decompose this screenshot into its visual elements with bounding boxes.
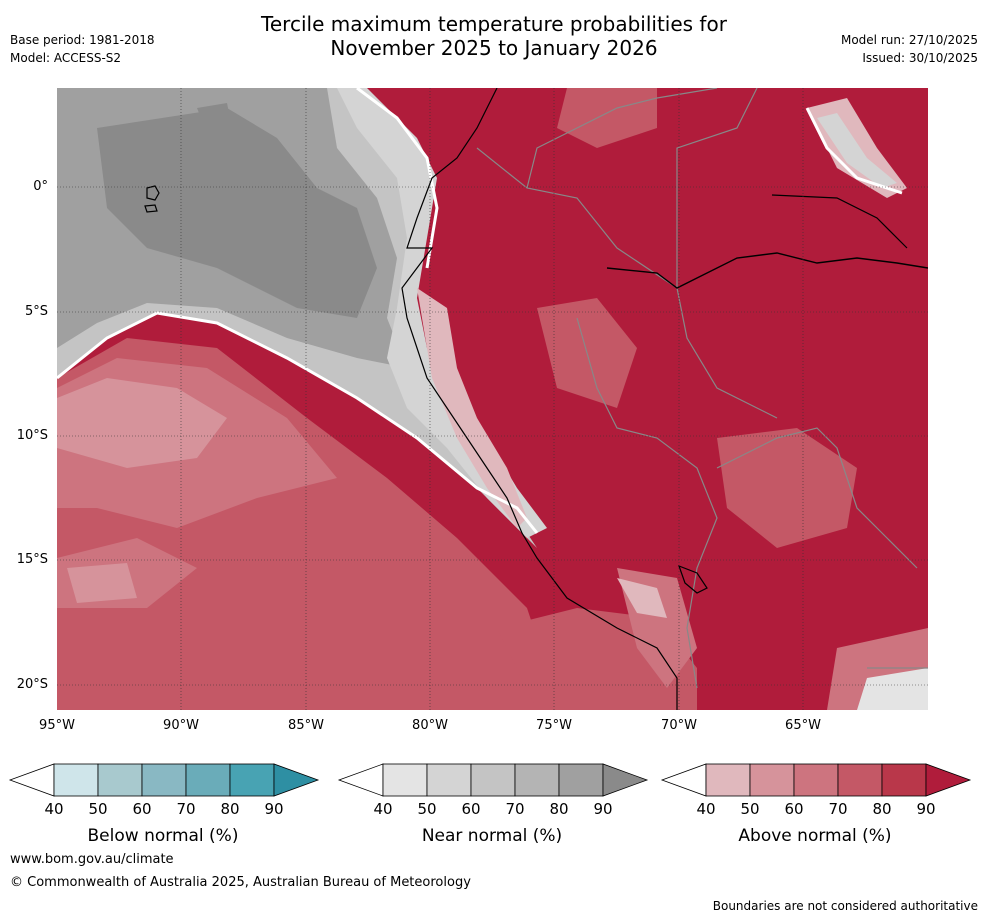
near-normal-90 [97, 108, 377, 318]
colorbar-above-tick-70: 70 [828, 800, 848, 818]
lon-label-95w: 95°W [39, 718, 75, 733]
copyright-text: © Commonwealth of Australia 2025, Austra… [10, 875, 471, 890]
colorbar-label-above: Above normal (%) [738, 826, 892, 846]
colorbar-above-tick-60: 60 [784, 800, 804, 818]
colorbar-above-tick-90: 90 [916, 800, 936, 818]
boundary-line-ne [805, 107, 903, 195]
border-line-5 [716, 427, 918, 569]
issued-date: Issued: 30/10/2025 [862, 51, 978, 65]
colorbar-below-tick-40: 40 [44, 800, 64, 818]
above-40-south [617, 578, 667, 618]
colorbar-below-cell-2 [141, 763, 187, 797]
boundary-line-ocean [57, 311, 539, 534]
colorbar-above-low-arrow [660, 763, 707, 797]
lat-label-0: 0° [33, 179, 48, 194]
border-line-4 [576, 317, 718, 689]
colorbar-near-tick-50: 50 [417, 800, 437, 818]
colorbar-below-cell-4 [229, 763, 275, 797]
lat-label-10s: 10°S [16, 428, 48, 443]
above-40-coast [417, 288, 527, 528]
lon-label-90w: 90°W [163, 718, 199, 733]
meta-left: Base period: 1981-2018 Model: ACCESS-S2 [10, 31, 155, 67]
amazon-river [606, 252, 928, 289]
lake-titicaca [677, 564, 708, 594]
colorbar-below-cell-3 [185, 763, 231, 797]
colorbar-above-tick-80: 80 [872, 800, 892, 818]
gridlines [57, 88, 928, 710]
colorbar-above-high-arrow [925, 763, 972, 797]
coastline [401, 88, 678, 710]
colorbar-below-tick-80: 80 [220, 800, 240, 818]
lat-label-5s: 5°S [24, 304, 48, 319]
galapagos-island-2 [144, 204, 158, 213]
border-line-1 [476, 147, 778, 419]
colorbar-below-cell-0 [53, 763, 99, 797]
colorbar-above [660, 763, 972, 797]
border-line-3 [676, 88, 758, 288]
ocean-above-50-b [67, 563, 137, 603]
boundary-note: Boundaries are not considered authoritat… [712, 899, 978, 913]
near-normal-90-b [197, 103, 232, 133]
colorbar-near-high-arrow [602, 763, 649, 797]
colorbar-label-near: Near normal (%) [421, 826, 563, 846]
colorbar-above-cell-4 [881, 763, 927, 797]
colorbar-near-cell-0 [382, 763, 428, 797]
colorbar-near-low-arrow [337, 763, 384, 797]
colorbar-near [337, 763, 649, 797]
near-normal-ne [817, 113, 897, 188]
lon-label-75w: 75°W [536, 718, 572, 733]
colorbar-above-tick-50: 50 [740, 800, 760, 818]
colorbar-above-cell-2 [793, 763, 839, 797]
colorbars [8, 763, 972, 797]
near-normal-se [857, 668, 928, 710]
title-line-1: Tercile maximum temperature probabilitie… [261, 12, 727, 36]
lon-label-80w: 80°W [412, 718, 448, 733]
colorbar-near-cell-1 [426, 763, 472, 797]
colorbar-below-tick-70: 70 [176, 800, 196, 818]
colorbar-below-high-arrow [273, 763, 320, 797]
colorbar-below-cell-1 [97, 763, 143, 797]
boundary-line-coast [356, 88, 439, 269]
model-name: Model: ACCESS-S2 [10, 51, 122, 65]
colorbar-below [8, 763, 320, 797]
colorbar-near-cell-2 [470, 763, 516, 797]
colorbar-near-tick-90: 90 [593, 800, 613, 818]
colorbar-below-low-arrow [8, 763, 55, 797]
galapagos-islands [146, 185, 160, 201]
colorbar-near-cell-3 [514, 763, 560, 797]
border-line-2 [526, 88, 718, 189]
base-period: Base period: 1981-2018 [10, 33, 155, 47]
lon-label-85w: 85°W [288, 718, 324, 733]
title-line-2: November 2025 to January 2026 [330, 36, 658, 60]
map-title: Tercile maximum temperature probabilitie… [0, 12, 988, 60]
colorbar-near-cell-4 [558, 763, 604, 797]
website-link[interactable]: www.bom.gov.au/climate [10, 852, 174, 867]
colorbar-near-tick-80: 80 [549, 800, 569, 818]
meta-right: Model run: 27/10/2025 Issued: 30/10/2025 [841, 31, 978, 67]
ocean-above-50 [57, 378, 227, 468]
land-above-70-east [717, 428, 857, 548]
probability-map [57, 88, 928, 710]
colorbar-below-tick-50: 50 [88, 800, 108, 818]
colorbar-above-cell-1 [749, 763, 795, 797]
colorbar-label-below: Below normal (%) [87, 826, 239, 846]
lat-label-15s: 15°S [16, 552, 48, 567]
lat-label-20s: 20°S [16, 677, 48, 692]
river-north [771, 194, 908, 249]
colorbar-below-tick-60: 60 [132, 800, 152, 818]
model-run: Model run: 27/10/2025 [840, 33, 978, 47]
colorbar-below-tick-90: 90 [264, 800, 284, 818]
colorbar-above-cell-3 [837, 763, 883, 797]
colorbar-above-cell-0 [705, 763, 751, 797]
lon-label-65w: 65°W [785, 718, 821, 733]
colorbar-near-tick-70: 70 [505, 800, 525, 818]
colorbar-near-tick-40: 40 [373, 800, 393, 818]
colorbar-above-tick-40: 40 [696, 800, 716, 818]
colorbar-near-tick-60: 60 [461, 800, 481, 818]
lon-label-70w: 70°W [661, 718, 697, 733]
land-above-70-north [557, 88, 657, 148]
